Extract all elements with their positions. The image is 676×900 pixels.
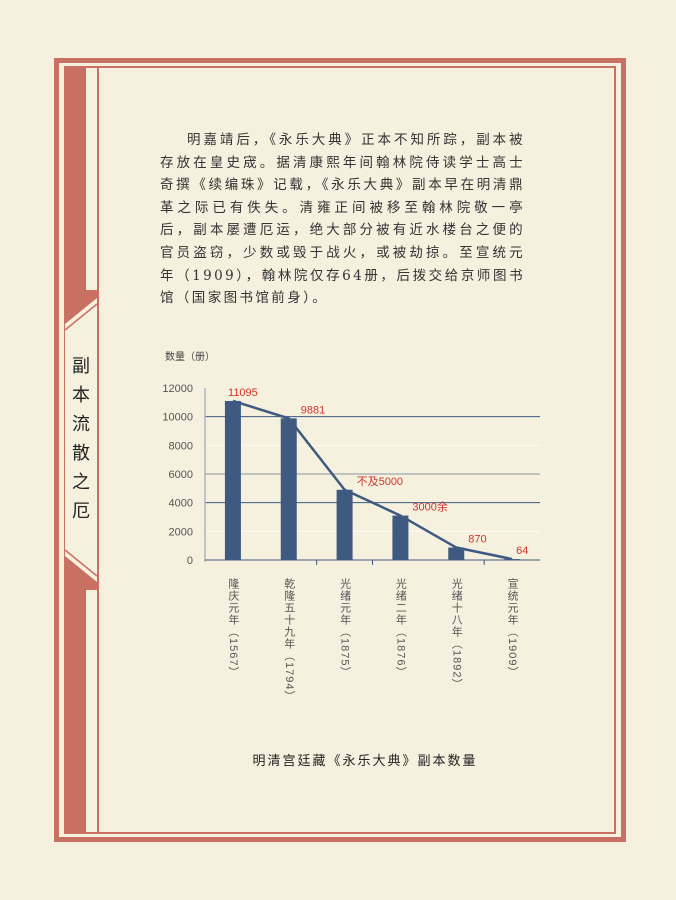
bar (392, 515, 409, 560)
body-paragraph: 明嘉靖后，《永乐大典》正本不知所踪，副本被存放在皇史宬。据清康熙年间翰林院侍读学… (160, 132, 525, 307)
y-tick-label: 2000 (169, 526, 193, 538)
x-tick-label: 隆庆元年（1567） (227, 577, 240, 679)
y-tick-label: 4000 (169, 498, 193, 510)
x-tick-label: 光绪十八年（1892） (450, 577, 463, 691)
x-tick-label: 宣统元年（1909） (506, 577, 519, 679)
y-tick-label: 12000 (162, 383, 193, 395)
trend-line (232, 399, 513, 561)
chart-caption: 明清宫廷藏《永乐大典》副本数量 (252, 754, 478, 769)
bar (224, 400, 241, 560)
y-tick-label: 6000 (169, 469, 193, 481)
data-label: 11095 (228, 387, 258, 399)
data-label: 3000余 (412, 500, 447, 514)
x-tick-label: 光绪元年（1875） (339, 577, 352, 679)
outer-frame (54, 58, 626, 842)
bar (336, 489, 353, 560)
x-tick-label: 光绪二年（1876） (394, 577, 407, 679)
y-tick-label: 0 (187, 555, 193, 567)
data-label: 64 (516, 545, 528, 557)
bar (448, 547, 465, 560)
bar (504, 559, 521, 560)
y-tick-label: 8000 (169, 440, 193, 452)
data-label: 不及5000 (357, 476, 403, 488)
y-tick-label: 10000 (162, 412, 193, 424)
bar (280, 418, 297, 560)
data-label: 9881 (301, 404, 325, 416)
side-line (97, 67, 99, 833)
side-title: 副本流散之厄 (72, 356, 90, 522)
y-axis-label: 数量（册） (165, 350, 215, 363)
side-title-panel (65, 290, 97, 590)
x-tick-label: 乾隆五十九年（1794） (283, 578, 296, 703)
data-label: 870 (468, 534, 486, 546)
